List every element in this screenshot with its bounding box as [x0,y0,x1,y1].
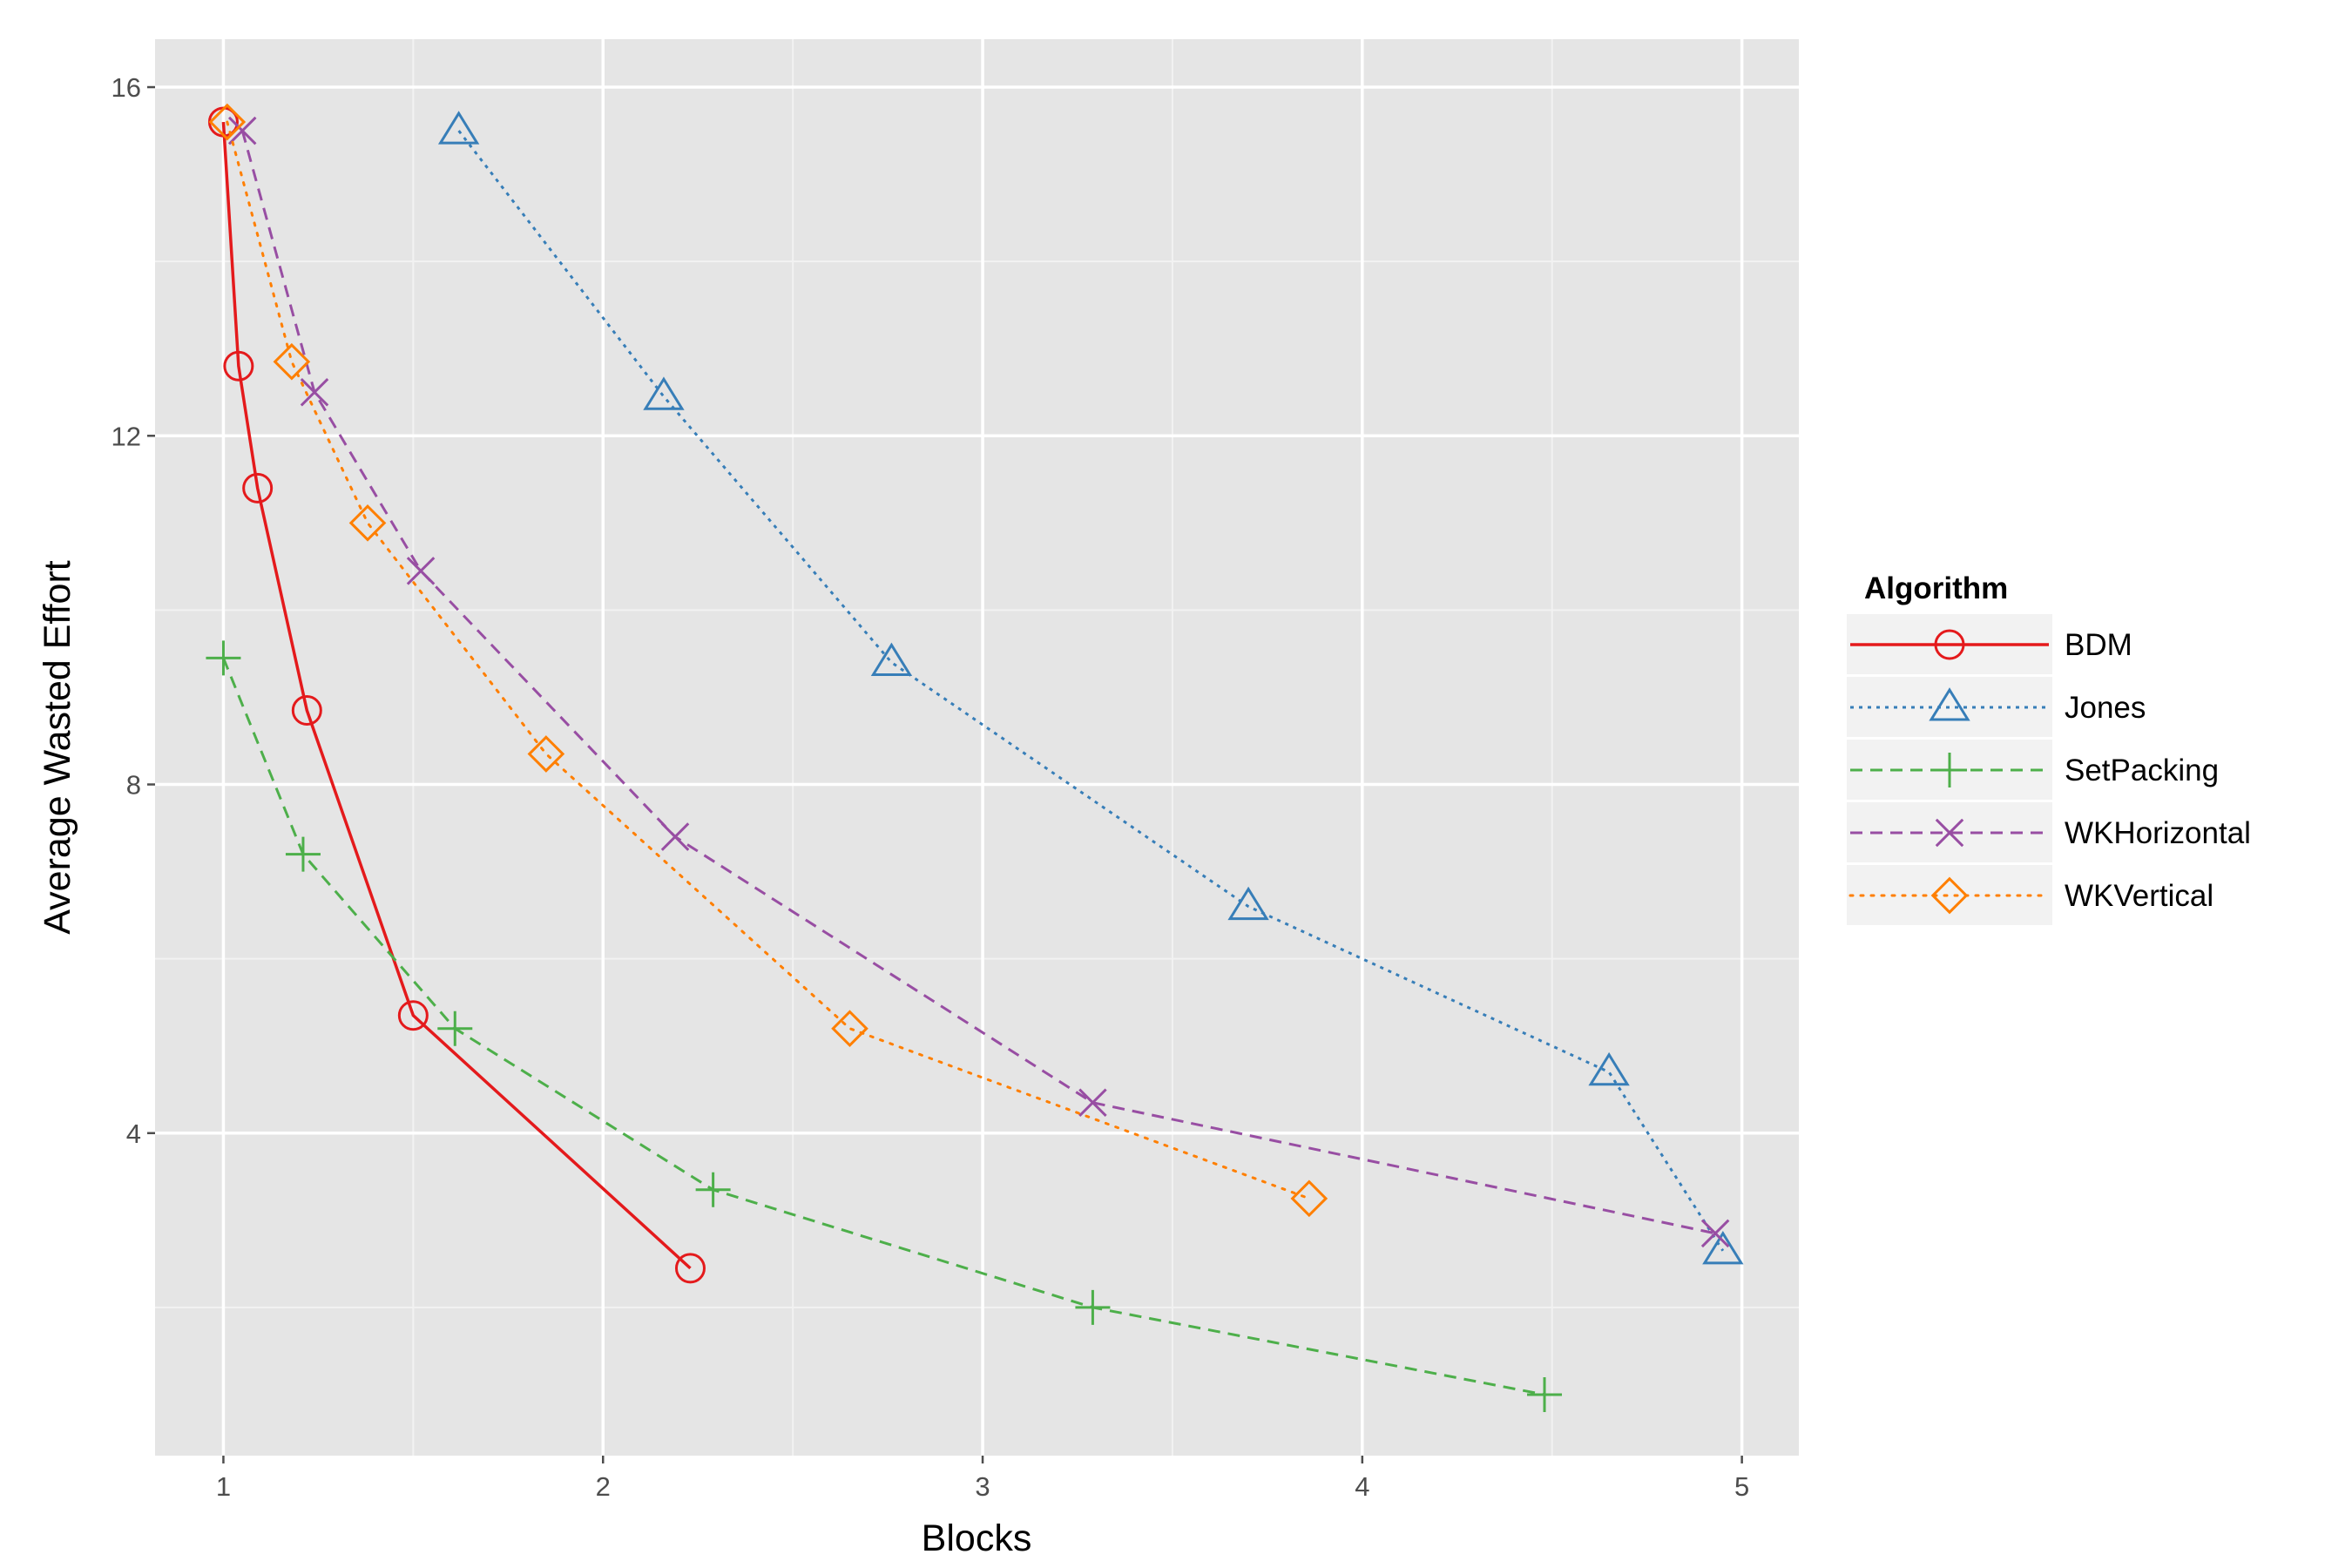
data-point-jones [437,111,480,145]
data-point-jones [643,376,685,410]
x-axis-title: Blocks [922,1517,1032,1559]
data-point-jones [1588,1051,1630,1086]
y-axis-title: Average Wasted Effort [37,560,78,934]
legend-label-setpacking: SetPacking [2065,754,2219,787]
x-tick-label: 3 [975,1471,990,1502]
legend-item-wkhorizontal: WKHorizontal [1847,802,2251,862]
data-point-wkvertical [273,342,311,381]
y-axis: 4 8 12 16 [112,72,155,1149]
series-line-wkhorizontal [240,130,1716,1235]
data-point-wkhorizontal [660,822,690,851]
legend-marker-jones [1929,687,1970,721]
y-tick-label: 16 [112,72,141,103]
plot-panel [155,39,1799,1456]
data-point-wkhorizontal [227,116,257,145]
data-point-bdm [242,472,274,504]
x-axis: 1 2 3 4 5 [216,1456,1749,1502]
series-line-bdm [221,121,692,1270]
series-setpacking [206,640,1563,1412]
legend-label-jones: Jones [2065,691,2146,725]
data-point-bdm [397,1000,429,1031]
legend-item-bdm: BDM [1847,614,2132,674]
series-wkvertical [208,103,1328,1218]
data-point-wkvertical [527,735,565,773]
series-jones [437,111,1744,1265]
y-tick-label: 8 [126,770,141,801]
data-point-wkvertical [348,504,387,542]
legend-item-wkvertical: WKVertical [1847,865,2213,925]
data-point-setpacking [1075,1289,1111,1325]
legend-title: Algorithm [1864,571,2008,605]
series-wkhorizontal [227,116,1730,1248]
data-point-jones [870,642,913,676]
data-point-wkvertical [1290,1179,1328,1218]
data-point-wkhorizontal [1700,1219,1730,1248]
legend-entries: BDM Jones SetPacking WKHorizontal WKVertical [1847,614,2251,925]
series-layer [206,103,1744,1412]
data-point-wkhorizontal [406,557,436,585]
x-tick-label: 4 [1355,1471,1369,1502]
y-tick-label: 12 [112,421,141,451]
x-tick-label: 5 [1734,1471,1749,1502]
legend-label-wkvertical: WKVertical [2065,879,2213,913]
y-tick-label: 4 [126,1119,141,1149]
legend-key-bg [1847,865,2052,925]
grid-minor [155,39,1799,1456]
series-line-jones [457,130,1725,1252]
data-point-setpacking [206,640,241,676]
data-point-wkhorizontal [300,377,329,407]
data-point-bdm [291,694,322,726]
data-point-setpacking [695,1172,731,1207]
legend-item-jones: Jones [1847,677,2146,737]
data-point-setpacking [437,1010,473,1046]
legend-marker-bdm [1934,629,1965,660]
data-point-setpacking [285,836,321,872]
legend-marker-setpacking [1932,753,1967,787]
data-point-wkhorizontal [1078,1088,1107,1118]
data-point-wkvertical [831,1010,868,1048]
legend-item-setpacking: SetPacking [1847,740,2219,800]
legend-marker-wkhorizontal [1935,818,1964,848]
data-point-wkvertical [208,103,247,141]
legend-marker-wkvertical [1930,876,1969,915]
data-point-bdm [674,1253,706,1284]
legend-label-wkhorizontal: WKHorizontal [2065,816,2251,850]
grid-major [155,39,1799,1456]
data-point-bdm [223,350,254,382]
x-tick-label: 2 [596,1471,611,1502]
data-point-jones [1702,1231,1744,1265]
data-point-setpacking [1527,1376,1563,1412]
x-tick-label: 1 [216,1471,231,1502]
legend: Algorithm BDM Jones SetPacking WKHorizontal… [1847,571,2251,925]
legend-label-bdm: BDM [2065,628,2132,662]
data-point-jones [1227,886,1269,921]
